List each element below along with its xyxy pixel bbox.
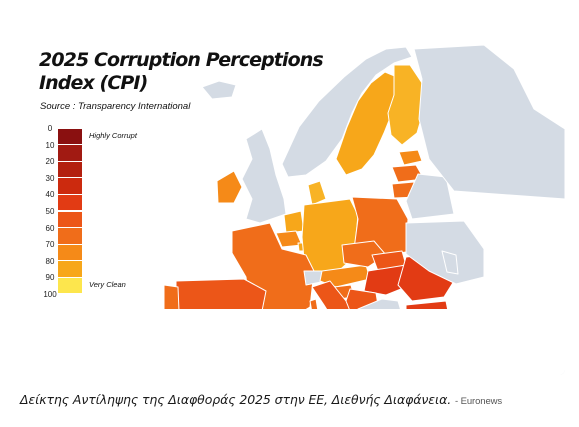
legend-swatch (58, 261, 82, 277)
legend-swatch (58, 194, 82, 211)
legend-swatch (58, 228, 82, 244)
region-estonia (398, 149, 423, 166)
region-great-britain (241, 128, 287, 224)
region-iceland (201, 80, 237, 100)
region-ireland (216, 170, 243, 204)
map-title-line2: Index (CPI) (39, 72, 148, 94)
legend-swatch (58, 178, 82, 194)
legend-value-label: 80 (45, 256, 55, 266)
legend-value-label: 100 (43, 290, 57, 299)
legend-highly-corrupt-label: Highly Corrupt (89, 131, 137, 140)
map-title-line1: 2025 Corruption Perceptions (39, 49, 324, 71)
region-norway (281, 46, 413, 178)
legend-value-label: 20 (45, 157, 55, 167)
map-title: 2025 Corruption Perceptions Index (CPI) (39, 49, 324, 95)
caption-text: Δείκτης Αντίληψης της Διαφθοράς 2025 στη… (20, 392, 452, 407)
legend-value-label: 30 (45, 173, 55, 183)
legend-swatch (58, 244, 82, 261)
map-figure: 2025 Corruption Perceptions Index (CPI) … (14, 9, 565, 375)
legend-very-clean-label: Very Clean (89, 280, 126, 290)
legend-value-label: 60 (45, 223, 55, 233)
map-source: Source : Transparency International (40, 101, 191, 112)
figure-caption: Δείκτης Αντίληψης της Διαφθοράς 2025 στη… (20, 392, 502, 407)
legend-value-label: 40 (45, 190, 55, 200)
region-denmark (307, 180, 327, 206)
legend-value-label: 50 (45, 207, 55, 216)
legend-value-label: 0 (47, 124, 53, 133)
legend-swatch (58, 161, 82, 178)
region-austria (319, 264, 371, 288)
region-netherlands (283, 210, 305, 234)
legend-value-label: 10 (45, 140, 55, 150)
region-belarus (405, 173, 455, 220)
region-russia-kaliningrad (413, 44, 565, 200)
legend-swatch (58, 277, 82, 294)
region-finland (387, 64, 425, 146)
legend-value-label: 70 (45, 240, 55, 250)
legend-swatch (58, 128, 82, 145)
legend-value-label: 90 (45, 273, 55, 283)
legend-swatch (58, 211, 82, 228)
caption-credit: - Euronews (454, 396, 503, 407)
region-north-africa (144, 309, 565, 375)
legend-swatch (58, 145, 82, 161)
region-moldova (441, 250, 459, 275)
europe-map (144, 44, 565, 375)
